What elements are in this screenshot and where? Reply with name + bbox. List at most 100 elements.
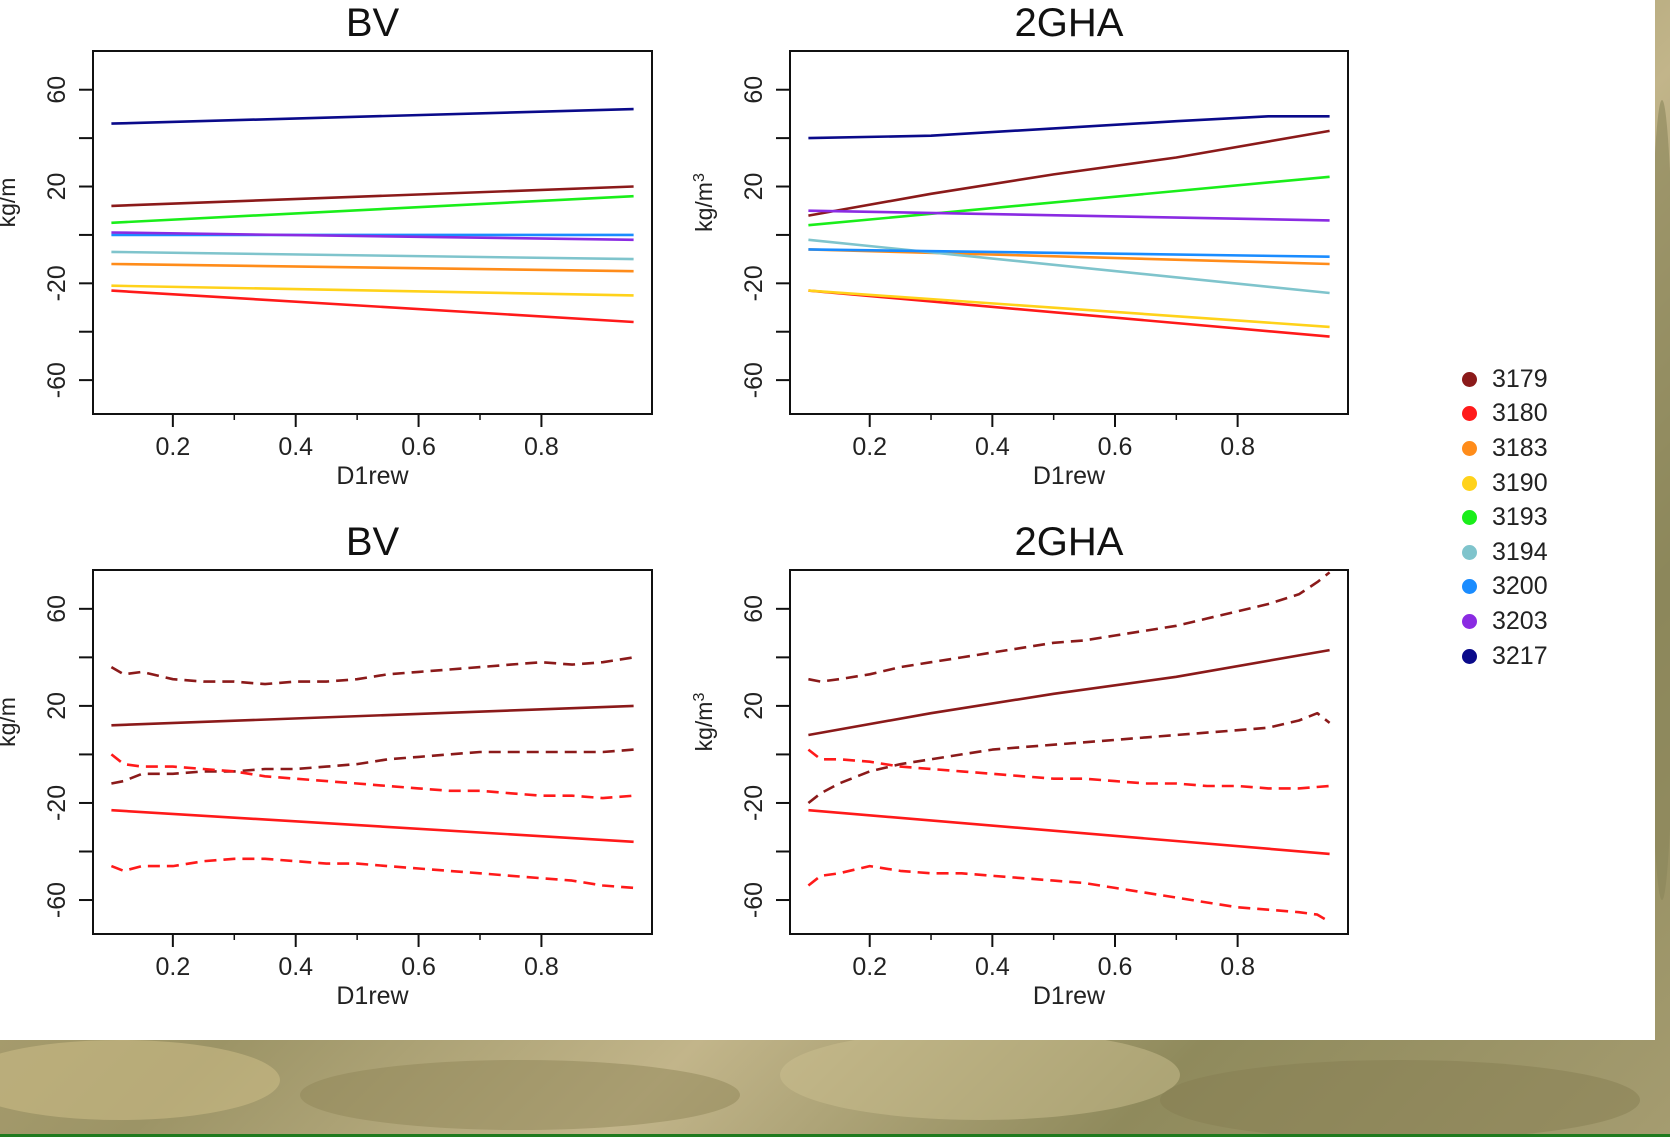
chart-panel-3: BV 0.2 0.4 0.6 0.8 -60 -20 20 60 D1rew kg/m [0, 520, 653, 1010]
y-tick-label: -60 [740, 882, 768, 918]
x-tick-label: 0.6 [1098, 433, 1133, 461]
series-line-3190 [808, 289, 1330, 329]
x-tick-label: 0.4 [975, 953, 1010, 981]
y-axis-label: kg/m3 [691, 173, 718, 232]
series-line-3179-ci [111, 748, 634, 785]
legend-item-3203: 3203 [1462, 604, 1582, 639]
series-line-3203 [111, 231, 634, 242]
plot-frame [92, 569, 653, 935]
series-line-3183 [111, 262, 634, 273]
series-line-3179 [808, 129, 1330, 217]
x-tick-label: 0.6 [401, 433, 436, 461]
x-tick-label: 0.8 [1220, 953, 1255, 981]
x-tick-label: 0.2 [155, 433, 190, 461]
series-line-3180-ci [110, 857, 634, 890]
chart-title: BV [346, 520, 400, 564]
y-tick-label: 20 [740, 692, 768, 720]
legend-label: 3217 [1492, 641, 1548, 670]
chart-title: 2GHA [1015, 520, 1124, 564]
legend-label: 3180 [1492, 399, 1548, 428]
x-tick-label: 0.2 [852, 953, 887, 981]
series-line-3180-ci [807, 864, 1331, 924]
series-line-3179-ci [807, 711, 1331, 805]
legend-label: 3200 [1492, 572, 1548, 601]
legend-marker [1462, 510, 1477, 526]
legend-label: 3193 [1492, 503, 1548, 532]
x-tick-label: 0.6 [1098, 953, 1133, 981]
chart-figure: BV 0.2 0.4 0.6 0.8 -60 -20 20 60 D1rew kg/m 2GHA 0.2… [0, 1, 1349, 1010]
series-line-3179 [111, 185, 634, 208]
x-axis-label: D1rew [336, 982, 409, 1010]
legend-marker [1462, 406, 1477, 422]
legend-marker [1462, 371, 1477, 387]
series-line-3217 [808, 115, 1330, 140]
y-tick-label: 60 [740, 595, 768, 623]
y-tick-label: 20 [43, 692, 71, 720]
chart-title: BV [346, 1, 400, 45]
y-tick-label: -60 [740, 362, 768, 398]
legend-marker [1462, 648, 1477, 664]
plot-frame [92, 50, 653, 415]
x-tick-label: 0.4 [278, 953, 313, 981]
y-tick-label: -60 [43, 362, 71, 398]
figure-panel: BV 0.2 0.4 0.6 0.8 -60 -20 20 60 D1rew kg/m 2GHA 0.2… [0, 1, 1349, 1010]
x-tick-label: 0.8 [524, 953, 559, 981]
x-axis-label: D1rew [1033, 462, 1106, 490]
legend-item-3217: 3217 [1462, 639, 1582, 674]
legend-marker [1462, 475, 1477, 491]
series-line-3180 [111, 808, 634, 844]
legend-marker [1462, 440, 1477, 456]
legend-label: 3203 [1492, 606, 1548, 635]
bottom-accent-bar [0, 1134, 1670, 1137]
legend-marker [1462, 579, 1477, 595]
x-axis-label: D1rew [336, 462, 409, 490]
legend-item-3190: 3190 [1462, 466, 1582, 501]
y-axis-label: kg/m [0, 697, 20, 747]
y-tick-label: 20 [740, 173, 768, 201]
y-tick-label: -20 [43, 265, 71, 301]
series-line-3180 [111, 289, 634, 324]
series-line-3200 [808, 248, 1330, 258]
series-line-3179 [808, 648, 1330, 737]
series-line-3180 [808, 289, 1330, 338]
legend-item-3179: 3179 [1462, 362, 1582, 397]
plot-frame [789, 50, 1349, 415]
series-line-3217 [111, 107, 634, 125]
x-tick-label: 0.4 [278, 433, 313, 461]
legend-item-3200: 3200 [1462, 570, 1582, 605]
legend-marker [1462, 544, 1477, 560]
legend-label: 3183 [1492, 433, 1548, 462]
y-tick-label: -20 [740, 785, 768, 821]
series-line-3180-ci [807, 748, 1330, 790]
chart-legend: 3179 3180 3183 3190 3193 3194 3200 3203 3217 [1462, 362, 1582, 673]
chart-panel-1: BV 0.2 0.4 0.6 0.8 -60 -20 20 60 D1rew kg/m [0, 1, 653, 490]
x-tick-label: 0.2 [155, 953, 190, 981]
legend-item-3194: 3194 [1462, 535, 1582, 570]
y-tick-label: 20 [43, 173, 71, 201]
chart-panel-4: 2GHA 0.2 0.4 0.6 0.8 -60 -20 20 60 D1rew kg/m3 [691, 520, 1349, 1010]
legend-item-3193: 3193 [1462, 500, 1582, 535]
legend-item-3180: 3180 [1462, 397, 1582, 432]
chart-title: 2GHA [1015, 1, 1124, 45]
series-line-3179-ci [808, 571, 1331, 683]
series-line-3194 [111, 250, 634, 261]
chart-panel-2: 2GHA 0.2 0.4 0.6 0.8 -60 -20 20 60 D1rew kg/m3 [691, 1, 1349, 490]
y-tick-label: 60 [43, 76, 71, 104]
y-axis-label: kg/m3 [691, 693, 718, 752]
x-tick-label: 0.4 [975, 433, 1010, 461]
series-line-3179 [111, 704, 634, 727]
series-line-3193 [111, 194, 634, 225]
x-tick-label: 0.2 [852, 433, 887, 461]
series-line-3190 [111, 284, 634, 297]
y-tick-label: -20 [43, 785, 71, 821]
x-tick-label: 0.6 [401, 953, 436, 981]
y-tick-label: 60 [740, 76, 768, 104]
series-line-3180-ci [110, 753, 634, 800]
series-line-3179-ci [110, 656, 634, 686]
y-axis-label: kg/m [0, 178, 20, 228]
x-axis-label: D1rew [1033, 982, 1106, 1010]
plot-frame [789, 569, 1349, 935]
x-tick-label: 0.8 [524, 433, 559, 461]
series-line-3194 [808, 238, 1330, 295]
